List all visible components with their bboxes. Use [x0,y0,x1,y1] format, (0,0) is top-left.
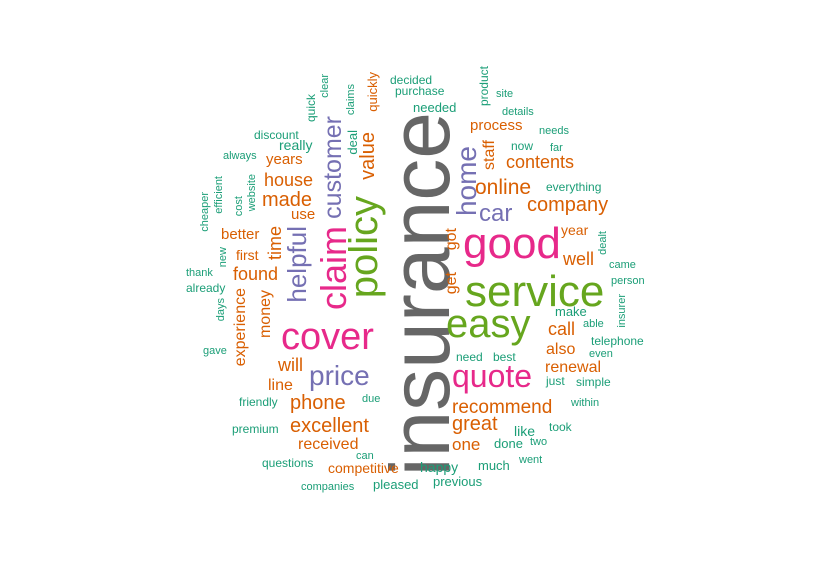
word-clear: clear [319,74,331,98]
word-use: use [291,206,316,223]
word-can: can [356,450,374,462]
word-already: already [186,281,226,295]
word-came: came [609,259,636,271]
word-cover: cover [281,316,374,358]
word-will: will [278,355,303,375]
word-get: get [443,272,460,295]
word-efficient: efficient [213,176,225,214]
word-able: able [583,318,604,330]
word-new: new [217,247,229,268]
word-simple: simple [576,375,611,389]
word-contents: contents [506,152,575,172]
word-now: now [511,139,534,153]
word-cheaper: cheaper [199,192,211,232]
word-best: best [493,350,516,364]
word-quote: quote [452,358,533,394]
word-quick: quick [304,94,318,123]
word-competitive: competitive [328,460,399,476]
word-website: website [246,174,258,212]
word-excellent: excellent [290,415,369,437]
word-companies: companies [301,481,355,493]
word-gave: gave [203,345,227,357]
word-like: like [514,423,536,439]
word-pleased: pleased [373,477,419,492]
word-make: make [555,304,587,319]
word-done: done [494,436,523,451]
word-went: went [519,454,543,466]
word-time: time [265,226,285,261]
word-easy: easy [446,302,531,346]
word-two: two [530,436,548,448]
word-staff: staff [481,140,498,170]
word-years: years [266,151,303,168]
word-decided: decided [390,73,433,87]
word-even: even [589,348,613,360]
word-first: first [236,247,259,263]
word-friendly: friendly [239,395,278,409]
word-value: value [357,132,379,180]
word-well: well [563,249,595,269]
word-dealt: dealt [597,231,609,255]
word-previous: previous [433,474,483,489]
word-also: also [546,341,576,358]
word-thank: thank [186,267,213,279]
word-house: house [264,170,314,190]
word-days: days [215,298,227,322]
word-online: online [475,176,532,199]
word-cost: cost [233,196,245,217]
word-always: always [223,150,257,162]
word-great: great [452,413,498,435]
word-received: received [298,436,359,453]
word-needs: needs [539,125,569,137]
word-made: made [262,189,313,211]
word-within: within [571,397,600,409]
word-line: line [268,377,293,394]
word-product: product [477,66,491,107]
word-questions: questions [262,456,314,470]
word-renewal: renewal [545,359,602,376]
word-got: got [443,228,460,251]
word-claim: claim [313,226,354,311]
word-just: just [546,374,565,388]
word-good: good [463,219,561,268]
word-site: site [496,88,514,100]
word-happy: happy [420,459,459,475]
word-service: service [465,267,605,316]
word-recommend: recommend [452,397,553,418]
word-car: car [479,200,513,227]
word-insurer: insurer [616,294,628,328]
word-found: found [233,264,279,284]
word-customer: customer [319,116,347,219]
word-money: money [257,290,274,339]
word-person: person [611,275,645,287]
word-company: company [527,194,609,216]
word-due: due [362,393,381,405]
word-year: year [561,222,589,238]
word-better: better [221,226,260,243]
word-really: really [279,137,313,153]
word-call: call [548,319,576,339]
word-experience: experience [232,288,249,367]
word-everything: everything [546,180,602,194]
word-needed: needed [413,100,457,115]
word-far: far [550,142,563,154]
word-process: process [470,117,523,134]
word-one: one [452,435,481,454]
word-details: details [502,106,534,118]
word-premium: premium [232,422,279,436]
word-discount: discount [254,128,299,142]
word-deal: deal [345,130,360,155]
word-need: need [456,350,483,364]
word-much: much [478,458,510,473]
word-price: price [309,360,370,391]
word-helpful: helpful [282,226,312,303]
word-quickly: quickly [365,72,380,112]
word-took: took [549,420,572,434]
word-telephone: telephone [591,334,644,348]
word-phone: phone [290,392,346,414]
word-purchase: purchase [395,84,445,98]
word-claims: claims [345,84,357,116]
